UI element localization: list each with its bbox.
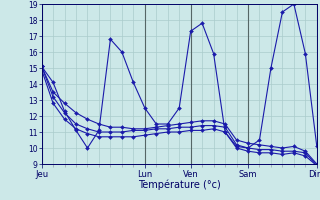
X-axis label: Température (°c): Température (°c) xyxy=(138,180,220,190)
